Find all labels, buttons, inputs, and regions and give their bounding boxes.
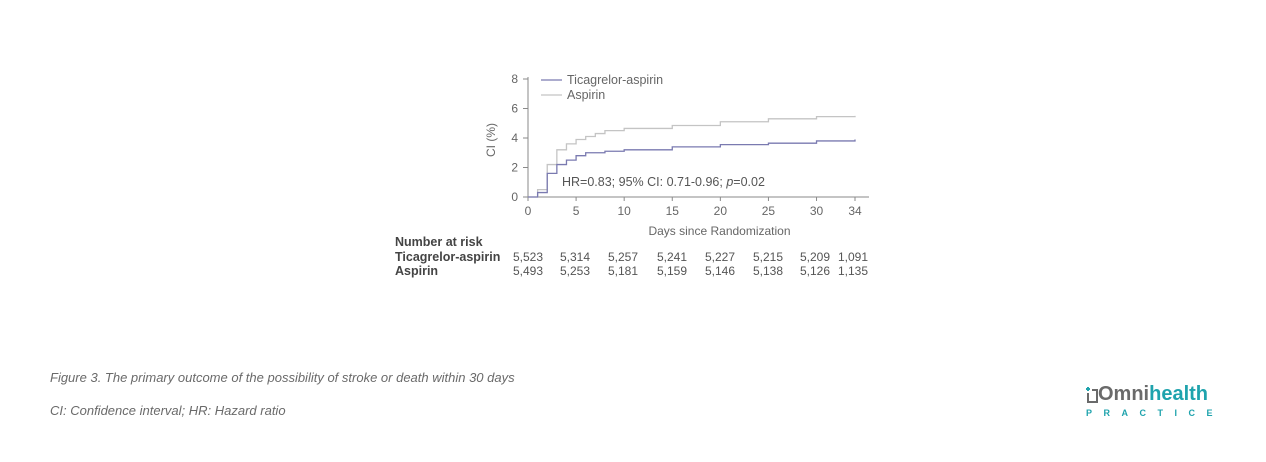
risk-cell: 5,181 xyxy=(608,264,638,278)
risk-row-label: Ticagrelor-aspirin xyxy=(395,250,500,264)
risk-cell: 5,209 xyxy=(800,250,830,264)
x-tick-label: 10 xyxy=(617,204,631,218)
risk-cell: 5,227 xyxy=(705,250,735,264)
figure-caption: Figure 3. The primary outcome of the pos… xyxy=(50,370,515,385)
legend-label: Aspirin xyxy=(567,88,605,102)
omnihealth-logo: Omnihealth PRACTICE xyxy=(1084,383,1219,423)
risk-cell: 5,159 xyxy=(657,264,687,278)
risk-table-header: Number at risk xyxy=(395,235,483,249)
hazard-ratio-annotation: HR=0.83; 95% CI: 0.71-0.96; p=0.02 xyxy=(562,175,765,189)
risk-cell: 5,138 xyxy=(753,264,783,278)
logo-cross-icon xyxy=(1086,387,1098,403)
series-line-ticagrelor-aspirin xyxy=(528,139,856,198)
series-line-aspirin xyxy=(528,115,856,198)
y-tick-label: 8 xyxy=(511,72,518,86)
legend-label: Ticagrelor-aspirin xyxy=(567,73,663,87)
risk-cell: 5,241 xyxy=(657,250,687,264)
x-tick-label: 25 xyxy=(762,204,776,218)
y-tick-label: 4 xyxy=(511,131,518,145)
risk-cell: 5,253 xyxy=(560,264,590,278)
x-tick-label: 20 xyxy=(714,204,728,218)
x-axis-label: Days since Randomization xyxy=(648,224,790,238)
y-tick-label: 0 xyxy=(511,190,518,204)
risk-cell: 1,135 xyxy=(838,264,868,278)
y-tick-label: 6 xyxy=(511,102,518,116)
chart-axes: 0 2 4 6 8 0 5 10 15 20 25 30 34 xyxy=(511,72,869,218)
x-tick-label: 30 xyxy=(810,204,824,218)
risk-cell: 5,215 xyxy=(753,250,783,264)
x-tick-label: 5 xyxy=(573,204,580,218)
risk-cell: 5,493 xyxy=(513,264,543,278)
x-tick-label: 34 xyxy=(848,204,862,218)
risk-cell: 5,314 xyxy=(560,250,590,264)
x-tick-label: 15 xyxy=(666,204,680,218)
risk-cell: 5,126 xyxy=(800,264,830,278)
chart-series xyxy=(528,115,856,198)
y-axis-label: CI (%) xyxy=(484,123,498,157)
risk-row-label: Aspirin xyxy=(395,264,438,278)
logo-tagline: PRACTICE xyxy=(1086,408,1225,418)
x-tick-label: 0 xyxy=(525,204,532,218)
abbreviations-caption: CI: Confidence interval; HR: Hazard rati… xyxy=(50,403,286,418)
risk-cell: 5,523 xyxy=(513,250,543,264)
y-tick-label: 2 xyxy=(511,161,518,175)
risk-cell: 5,257 xyxy=(608,250,638,264)
risk-cell: 1,091 xyxy=(838,250,868,264)
risk-cell: 5,146 xyxy=(705,264,735,278)
logo-wordmark: Omnihealth xyxy=(1098,383,1209,405)
